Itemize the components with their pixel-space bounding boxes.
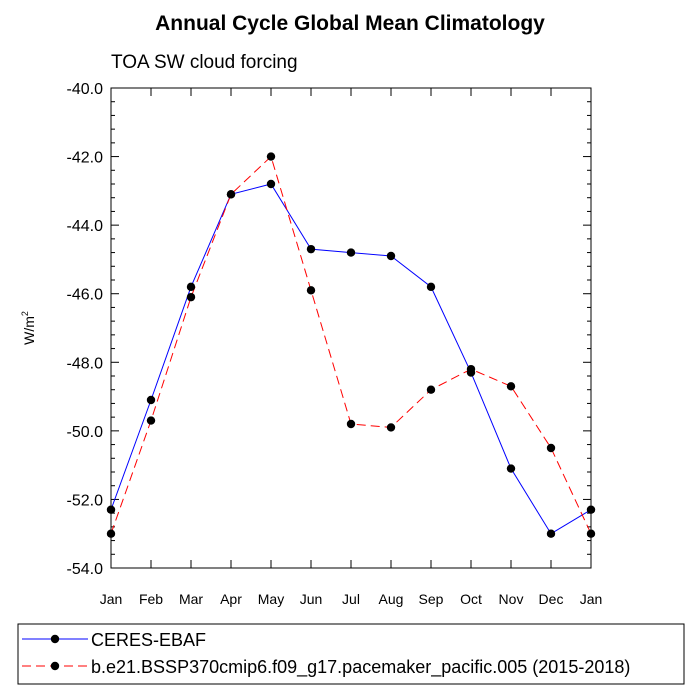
y-tick-label: -46.0 [67, 287, 104, 304]
data-point [546, 443, 556, 453]
series-line [110, 183, 592, 535]
data-point [586, 529, 596, 538]
data-point [146, 395, 156, 405]
y-tick-labels: -40.0 -42.0 -44.0 -46.0 -48.0 -50.0 -52.0 -54.0 [67, 81, 104, 578]
x-tick-label: Sep [419, 591, 444, 607]
chart-title: Annual Cycle Global Mean Climatology [155, 12, 545, 35]
data-point [146, 416, 156, 425]
x-tick-label: Aug [379, 591, 404, 607]
legend-box [17, 623, 685, 685]
data-point [506, 464, 516, 473]
x-tick-labels: Jan Feb Mar Apr May Jun Jul Aug Sep Oct Nov Dec Jan [100, 591, 603, 607]
data-point [106, 529, 116, 538]
x-tick-label: Dec [539, 591, 564, 607]
x-tick-label: May [258, 591, 284, 607]
legend-label: CERES-EBAF [91, 630, 206, 650]
chart-subtitle: TOA SW cloud forcing [111, 52, 298, 73]
legend: CERES-EBAF b.e21.BSSP370cmip6.f09_g17.pac… [22, 630, 630, 678]
data-point [506, 382, 516, 391]
data-point [426, 282, 436, 292]
data-point [346, 248, 356, 257]
data-point [106, 505, 116, 514]
y-tick-label: -48.0 [67, 355, 104, 372]
data-point [546, 529, 556, 538]
y-tick-label: -50.0 [67, 424, 104, 441]
data-point [226, 190, 236, 199]
y-tick-label: -44.0 [67, 218, 104, 235]
x-tick-label: Apr [220, 591, 242, 607]
legend-label: b.e21.BSSP370cmip6.f09_g17.pacemaker_pac… [91, 657, 630, 678]
legend-marker [50, 661, 60, 671]
y-tick-label: -42.0 [67, 150, 104, 167]
y-tick-label: -40.0 [67, 81, 104, 98]
x-tick-label: Jan [580, 591, 603, 607]
y-axis-label-main: W/m [21, 316, 37, 345]
data-point [186, 282, 196, 292]
plot-frame [110, 87, 592, 569]
x-tick-label: Mar [179, 591, 203, 607]
data-point [386, 251, 396, 261]
y-axis-label: W/m2 [20, 311, 37, 345]
legend-marker [50, 634, 60, 644]
data-point [426, 385, 436, 394]
x-tick-label: Nov [499, 591, 524, 607]
x-tick-label: Oct [460, 591, 482, 607]
x-tick-label: Jul [342, 591, 360, 607]
data-point [386, 423, 396, 432]
y-tick-label: -54.0 [67, 561, 104, 578]
x-tick-label: Jan [100, 591, 123, 607]
data-point [186, 292, 196, 302]
series-layer [106, 152, 596, 538]
data-point [346, 419, 356, 429]
y-tick-label: -52.0 [67, 492, 104, 509]
data-point [266, 179, 276, 189]
data-point [306, 286, 316, 295]
tick-marks [110, 87, 592, 569]
data-point [266, 152, 276, 161]
x-tick-label: Jun [300, 591, 323, 607]
x-tick-label: Feb [139, 591, 163, 607]
data-point [466, 364, 476, 374]
data-point [586, 505, 596, 514]
data-point [306, 244, 316, 254]
y-axis-label-superscript: 2 [20, 311, 30, 316]
series-line [110, 155, 592, 534]
